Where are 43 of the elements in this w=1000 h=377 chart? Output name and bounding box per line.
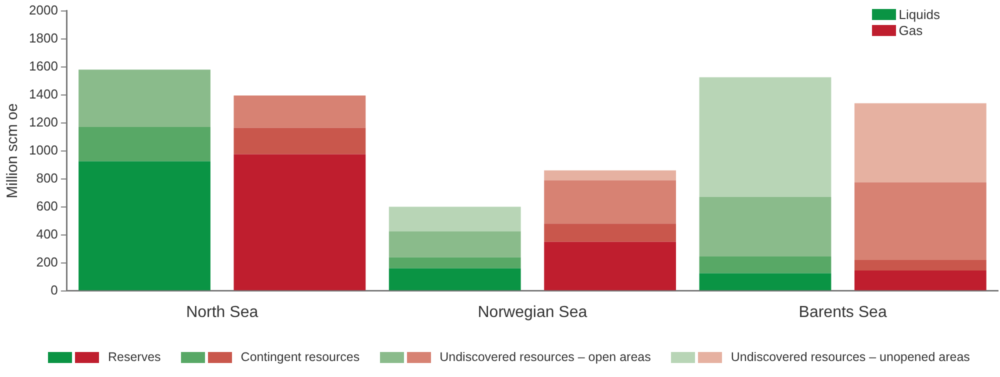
bar bbox=[388, 257, 521, 268]
bar bbox=[544, 224, 676, 242]
y-tick-label: 200 bbox=[36, 254, 58, 270]
y-tick-label: 0 bbox=[50, 282, 58, 298]
y-tick-label: 1200 bbox=[29, 114, 58, 130]
y-axis-title: Million scm oe bbox=[4, 103, 22, 198]
y-tick-label: 1600 bbox=[29, 58, 58, 74]
bar bbox=[854, 260, 986, 270]
bar bbox=[699, 256, 832, 274]
y-tick-label: 800 bbox=[36, 170, 58, 186]
bar bbox=[234, 154, 366, 290]
bar bbox=[699, 77, 832, 197]
bar bbox=[78, 127, 210, 162]
legend-label: Reserves bbox=[108, 350, 161, 364]
bar bbox=[78, 70, 210, 127]
bar bbox=[388, 206, 521, 232]
bar bbox=[544, 242, 676, 290]
bar bbox=[854, 270, 986, 290]
legend-label: Undiscovered resources – open areas bbox=[440, 350, 651, 364]
annotation: Gas bbox=[898, 22, 923, 38]
bar bbox=[234, 128, 366, 154]
y-tick-label: 400 bbox=[36, 226, 58, 242]
bar bbox=[388, 268, 521, 290]
y-tick-label: 2000 bbox=[29, 2, 58, 18]
y-tick-label: 1000 bbox=[29, 142, 58, 158]
bar bbox=[699, 197, 832, 256]
x-tick-label: North Sea bbox=[186, 304, 258, 321]
bar bbox=[854, 103, 986, 182]
bar bbox=[388, 231, 521, 258]
annotation: Liquids bbox=[898, 6, 940, 22]
bar bbox=[234, 96, 366, 128]
x-tick-label: Norwegian Sea bbox=[478, 304, 588, 321]
bar bbox=[699, 273, 832, 290]
bar bbox=[854, 182, 986, 260]
y-tick-label: 600 bbox=[36, 198, 58, 214]
legend-label: Contingent resources bbox=[240, 350, 360, 364]
x-tick-label: Barents Sea bbox=[798, 304, 887, 321]
bar bbox=[544, 180, 676, 224]
y-tick-label: 1800 bbox=[29, 30, 58, 46]
bar bbox=[78, 161, 210, 290]
bar bbox=[544, 170, 676, 180]
y-tick-label: 1400 bbox=[29, 86, 58, 102]
legend-label: Undiscovered resources – unopened areas bbox=[730, 350, 970, 364]
